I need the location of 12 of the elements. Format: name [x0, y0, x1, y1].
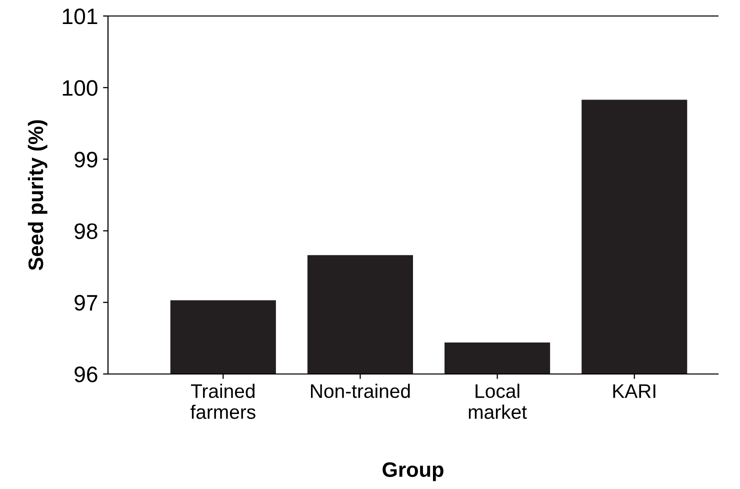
y-tick-label: 99	[74, 152, 98, 168]
x-tick-label: KARI	[613, 384, 656, 398]
y-tick-label: 100	[62, 80, 98, 96]
y-tick-label: 98	[74, 223, 98, 240]
y-tick-label: 96	[74, 366, 98, 382]
x-axis-title: Group	[382, 462, 444, 482]
y-tick-label: 101	[62, 8, 98, 24]
y-tick-label: 97	[74, 294, 98, 311]
x-tick-label: Non-trained	[311, 384, 410, 398]
y-axis-title: Seed purity (%)	[28, 120, 48, 270]
x-tick-label: Local market	[468, 384, 527, 419]
x-tick-label: Trained farmers	[190, 384, 256, 419]
